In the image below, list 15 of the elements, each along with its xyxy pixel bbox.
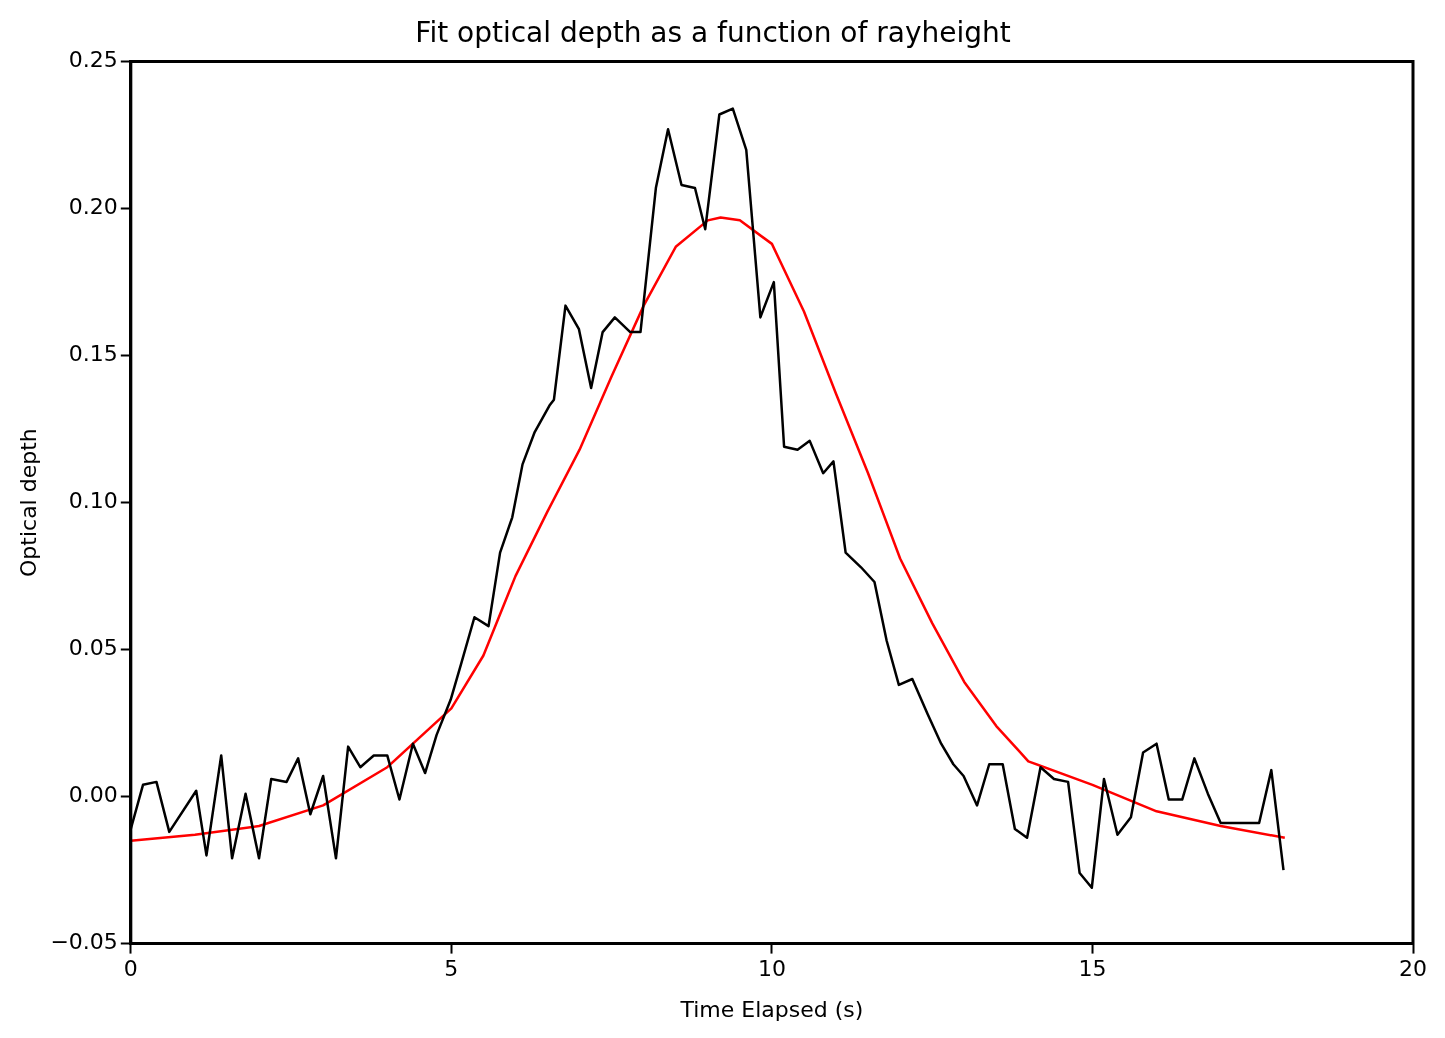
x-tick-label: 20 xyxy=(1399,956,1427,982)
chart-title: Fit optical depth as a function of rayheight xyxy=(415,16,1011,50)
x-tick-label: 5 xyxy=(444,956,459,982)
y-tick-label: 0.15 xyxy=(68,341,118,367)
y-tick-label: −0.05 xyxy=(50,929,118,955)
x-tick-label: 0 xyxy=(123,956,138,982)
y-tick-label: 0.20 xyxy=(68,194,118,220)
y-tick-label: 0.10 xyxy=(68,488,118,514)
y-tick-label: 0.05 xyxy=(68,635,118,661)
x-axis-title: Time Elapsed (s) xyxy=(679,996,864,1022)
y-tick-label: 0.00 xyxy=(68,782,118,808)
y-tick-label: 0.25 xyxy=(68,47,118,73)
x-tick-label: 15 xyxy=(1078,956,1107,982)
y-axis-title: Optical depth xyxy=(15,428,41,577)
x-tick-label: 10 xyxy=(757,956,786,982)
